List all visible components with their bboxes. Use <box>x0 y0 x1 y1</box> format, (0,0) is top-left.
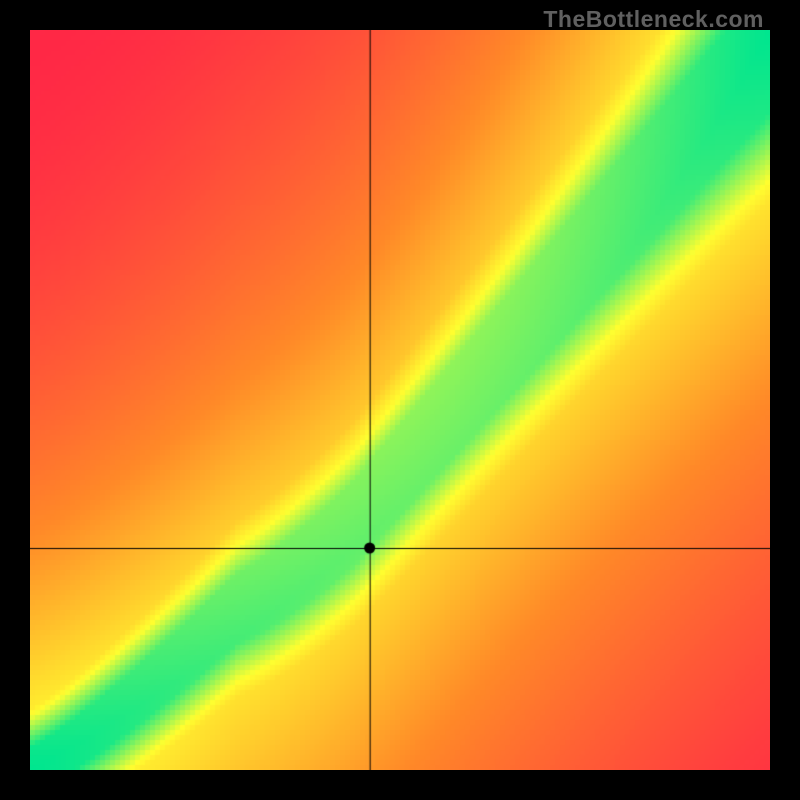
watermark-text: TheBottleneck.com <box>543 6 764 33</box>
bottleneck-heatmap <box>30 30 770 770</box>
chart-container: { "watermark": { "text": "TheBottleneck.… <box>0 0 800 800</box>
